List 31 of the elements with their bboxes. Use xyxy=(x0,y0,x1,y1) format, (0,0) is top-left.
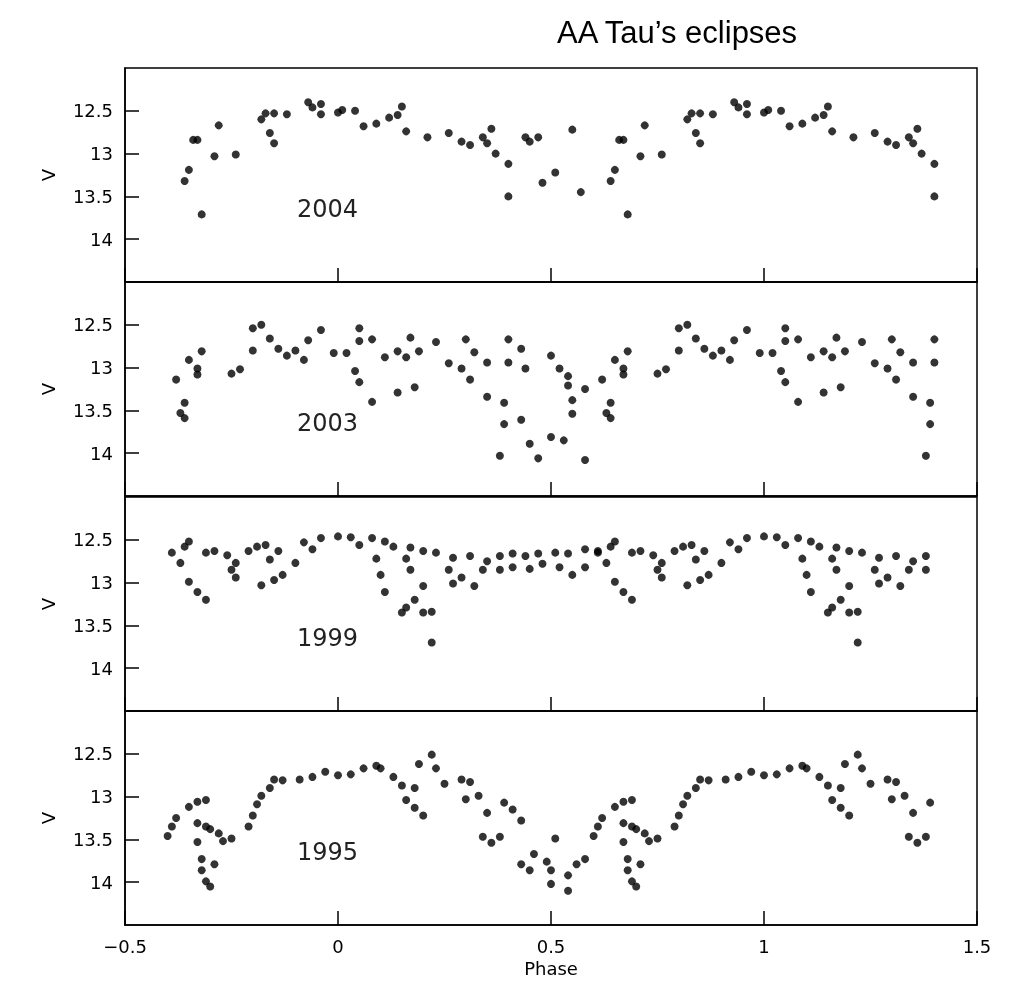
y-tick-label: 12.5 xyxy=(72,528,113,550)
x-tick-label: 1.5 xyxy=(962,935,992,957)
chart-title: AA Tau’s eclipses xyxy=(557,15,798,50)
y-tick-label: 12.5 xyxy=(72,100,113,122)
y-tick-label: 13 xyxy=(90,785,113,807)
x-tick-label: 1 xyxy=(758,935,770,957)
y-axis-title: V xyxy=(37,168,59,182)
y-axis-title: V xyxy=(37,382,59,396)
y-tick-label: 13 xyxy=(90,357,113,379)
y-tick-label: 14 xyxy=(90,871,113,893)
y-tick-label: 13 xyxy=(90,571,113,593)
y-tick-label: 13.5 xyxy=(72,614,113,636)
y-axis-title: V xyxy=(37,596,59,610)
y-tick-label: 12.5 xyxy=(72,314,113,336)
y-tick-label: 12.5 xyxy=(72,743,113,765)
x-tick-label: 0 xyxy=(332,935,344,957)
y-tick-label: 14 xyxy=(90,442,113,464)
y-tick-label: 13 xyxy=(90,143,113,165)
y-tick-label: 13.5 xyxy=(72,400,113,422)
x-tick-label: −0.5 xyxy=(103,935,147,957)
y-tick-label: 14 xyxy=(90,657,113,679)
y-tick-label: 14 xyxy=(90,228,113,250)
y-tick-label: 13.5 xyxy=(72,828,113,850)
y-tick-label: 13.5 xyxy=(72,185,113,207)
x-axis-title: Phase xyxy=(524,958,578,980)
annotation: 1995 xyxy=(297,837,359,866)
annotation: 2004 xyxy=(297,194,359,223)
y-axis-title: V xyxy=(37,810,59,824)
annotation: 1999 xyxy=(297,623,359,652)
x-tick-label: 0.5 xyxy=(536,935,566,957)
annotation: 2003 xyxy=(297,408,359,437)
